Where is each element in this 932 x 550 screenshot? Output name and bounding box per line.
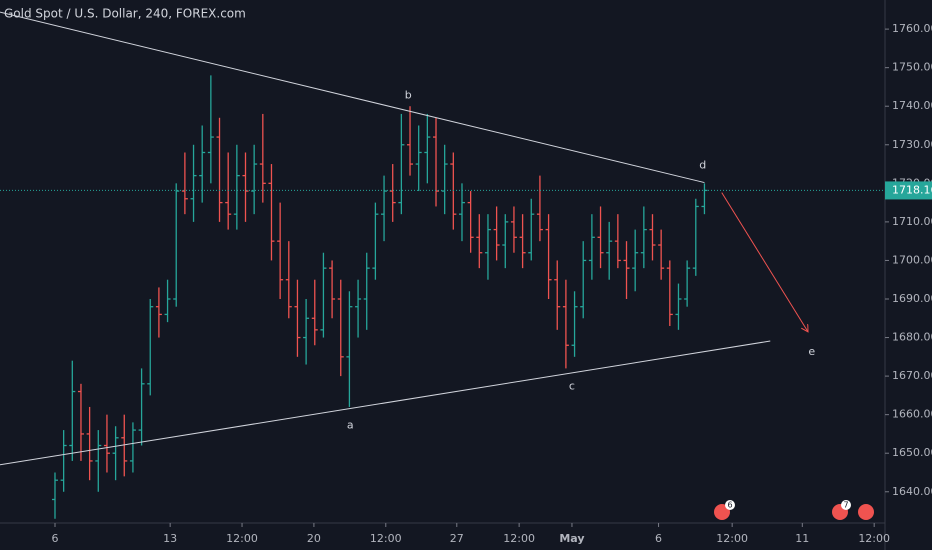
event-icon[interactable] [858,504,874,520]
x-tick-label: 13 [163,532,177,545]
wave-label: e [808,345,815,358]
y-tick-label: 1730.00 [892,138,932,151]
y-tick-label: 1640.00 [892,485,932,498]
wave-label: c [569,380,575,393]
event-count: 7 [843,501,848,510]
wave-label: d [699,159,706,172]
x-tick-label: 12:00 [716,532,748,545]
y-tick-label: 1760.00 [892,22,932,35]
y-tick-label: 1660.00 [892,408,932,421]
trendline [0,340,771,466]
x-tick-label: May [559,532,584,545]
y-tick-label: 1670.00 [892,369,932,382]
x-tick-label: 12:00 [503,532,535,545]
trendline [721,192,808,331]
y-tick-label: 1650.00 [892,446,932,459]
event-count: 6 [727,501,732,510]
trendline [0,11,705,184]
x-tick-label: 6 [655,532,662,545]
wave-label: a [347,418,354,431]
y-tick-label: 1750.00 [892,61,932,74]
y-tick-label: 1700.00 [892,253,932,266]
x-tick-label: 12:00 [858,532,890,545]
last-price-tag [885,181,932,200]
x-tick-label: 12:00 [226,532,258,545]
last-price-label: 1718.16 [892,183,932,196]
event-icons: 6 7 [714,500,874,520]
y-tick-label: 1680.00 [892,331,932,344]
event-badge [841,500,851,510]
wave-label: b [405,88,412,101]
x-tick-label: 11 [795,532,809,545]
x-tick-label: 20 [307,532,321,545]
y-tick-label: 1710.00 [892,215,932,228]
x-tick-label: 27 [450,532,464,545]
symbol-title: Gold Spot / U.S. Dollar, 240, FOREX.com [4,7,246,21]
event-badge [725,500,735,510]
x-tick-label: 6 [51,532,58,545]
y-tick-label: 1690.00 [892,292,932,305]
x-tick-label: 12:00 [370,532,402,545]
y-tick-label: 1740.00 [892,99,932,112]
